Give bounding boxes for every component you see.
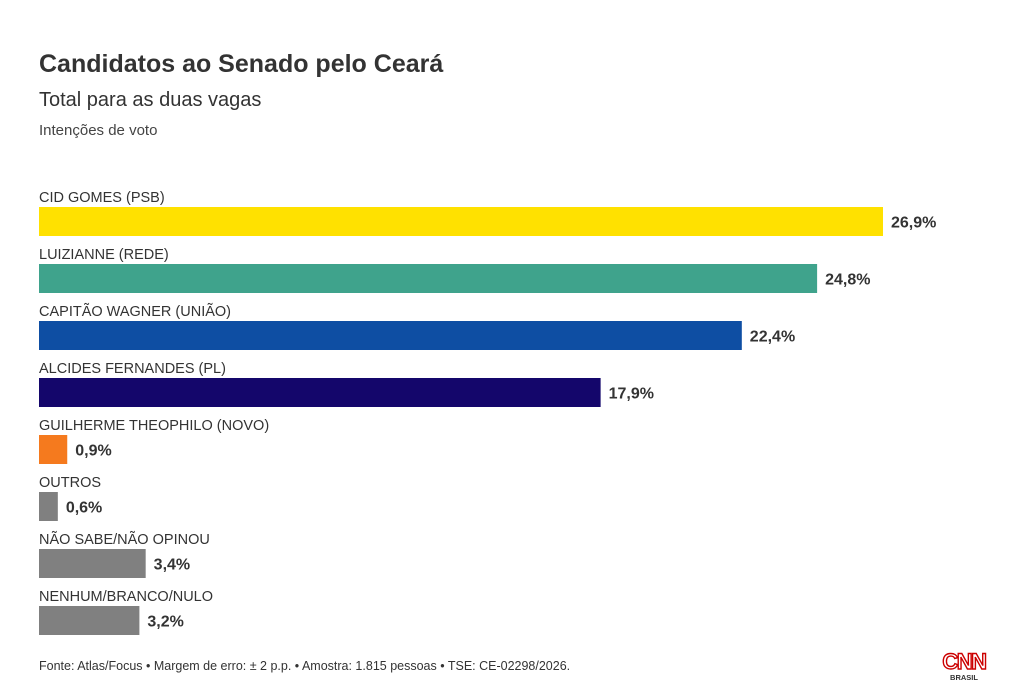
bar — [39, 606, 140, 635]
chart-subtitle: Total para as duas vagas — [39, 89, 262, 111]
category-label: CAPITÃO WAGNER (UNIÃO) — [39, 303, 231, 320]
logo-wordmark: CNN — [942, 649, 986, 674]
bar — [39, 378, 601, 407]
value-label: 22,4% — [750, 329, 795, 346]
logo-subtext: BRASIL — [950, 673, 978, 682]
category-label: ALCIDES FERNANDES (PL) — [39, 361, 226, 377]
chart-caption: Intenções de voto — [39, 122, 158, 139]
chart-title: Candidatos ao Senado pelo Ceará — [39, 50, 444, 78]
category-label: OUTROS — [39, 475, 101, 491]
category-label: CID GOMES (PSB) — [39, 190, 165, 206]
value-label: 17,9% — [609, 386, 654, 403]
category-label: NÃO SABE/NÃO OPINOU — [39, 531, 210, 548]
bar — [39, 492, 58, 521]
value-label: 0,9% — [75, 443, 111, 460]
category-label: LUIZIANNE (REDE) — [39, 247, 169, 263]
bar — [39, 207, 883, 236]
bar — [39, 435, 68, 464]
value-label: 24,8% — [825, 272, 870, 289]
bar — [39, 549, 146, 578]
bar — [39, 321, 742, 350]
value-label: 26,9% — [891, 215, 936, 232]
category-label: GUILHERME THEOPHILO (NOVO) — [39, 418, 269, 434]
value-label: 3,2% — [147, 614, 183, 631]
category-label: NENHUM/BRANCO/NULO — [39, 589, 213, 605]
bar — [39, 264, 818, 293]
value-label: 3,4% — [154, 557, 190, 574]
cnn-brasil-logo: CNN BRASIL — [942, 648, 988, 682]
source-footnote: Fonte: Atlas/Focus • Margem de erro: ± 2… — [39, 659, 571, 673]
value-label: 0,6% — [66, 500, 102, 517]
